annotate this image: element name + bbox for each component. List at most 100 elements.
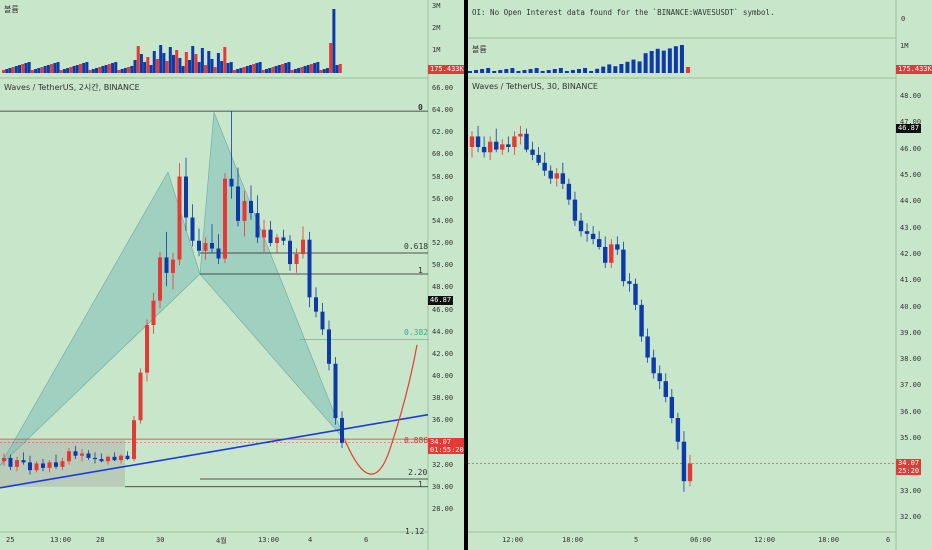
price-tick-label: 46.00 xyxy=(900,144,922,153)
volume-bar xyxy=(14,66,18,73)
right-chart-pane[interactable]: OI: No Open Interest data found for the … xyxy=(468,0,932,550)
right-volume-badge: 175.433K xyxy=(896,65,932,74)
volume-bar xyxy=(204,65,208,73)
volume-bar xyxy=(271,67,275,73)
pane-divider[interactable] xyxy=(464,0,468,550)
candle-body xyxy=(578,220,584,232)
candle-body xyxy=(132,420,136,460)
volume-bar xyxy=(248,65,252,73)
left-chart-title: Waves / TetherUS, 2시간, BINANCE xyxy=(4,83,140,92)
candle-body xyxy=(572,199,578,221)
candle-body xyxy=(190,217,195,241)
volume-bar xyxy=(165,61,169,73)
candle-body xyxy=(145,324,149,373)
volume-bar xyxy=(252,64,256,73)
volume-bar xyxy=(34,69,38,73)
volume-bar xyxy=(72,66,76,73)
candle-body xyxy=(93,457,97,460)
volume-bar xyxy=(637,61,642,73)
price-tick-label: 44.00 xyxy=(432,327,454,336)
candle-body xyxy=(125,455,130,460)
volume-bar xyxy=(236,69,240,73)
right-chart-svg[interactable] xyxy=(468,0,932,550)
time-tick-label: 12:00 xyxy=(502,536,524,544)
volume-bar xyxy=(322,69,326,73)
volume-bar xyxy=(159,45,163,73)
volume-bar xyxy=(120,69,124,73)
candle-body xyxy=(21,460,26,463)
price-tick-label: 56.00 xyxy=(432,194,454,203)
candle-body xyxy=(530,149,535,155)
projection-curve xyxy=(344,344,418,475)
candle-body xyxy=(554,173,559,179)
price-tick-label: 38.00 xyxy=(900,355,922,364)
volume-bar xyxy=(216,53,220,73)
volume-bar xyxy=(24,63,28,73)
price-tick-label: 33.00 xyxy=(900,486,922,495)
candle-body xyxy=(2,457,6,462)
candle-body xyxy=(216,248,221,259)
volume-bar xyxy=(40,67,44,73)
volume-bar xyxy=(319,70,323,73)
left-price-badge-current: 46.87 xyxy=(428,296,454,305)
candle-body xyxy=(301,239,305,255)
candle-body xyxy=(54,462,58,467)
candle-body xyxy=(119,455,123,461)
volume-bar xyxy=(673,46,678,73)
volume-bar xyxy=(66,68,70,73)
volume-bar xyxy=(213,67,217,73)
oi-message: OI: No Open Interest data found for the … xyxy=(472,8,775,17)
volume-bar xyxy=(498,70,503,73)
volume-bar xyxy=(95,68,99,73)
volume-bar xyxy=(290,70,294,73)
volume-bar xyxy=(162,53,166,73)
volume-bar xyxy=(274,66,278,73)
volume-bar xyxy=(104,65,108,73)
price-tick-label: 54.00 xyxy=(432,216,454,225)
volume-bar xyxy=(265,69,269,73)
left-price-badge-last-countdown: 01:55:20 xyxy=(430,446,464,454)
volume-bar xyxy=(117,70,121,73)
volume-bar xyxy=(139,54,143,73)
right-price-badge-current: 46.87 xyxy=(896,124,922,133)
fib-label-1: 1 xyxy=(418,266,423,275)
candle-body xyxy=(203,242,208,251)
time-tick-label: 13:00 xyxy=(50,536,72,544)
volume-bar xyxy=(486,68,491,73)
price-tick-label: 38.00 xyxy=(432,394,454,403)
left-price-badge-last-value: 34.07 xyxy=(430,438,452,446)
volume-bar xyxy=(27,62,31,73)
left-volume-axis-1m: 1M xyxy=(432,46,441,54)
candle-body xyxy=(518,133,523,137)
volume-bar xyxy=(2,70,5,73)
price-tick-label: 40.00 xyxy=(432,372,454,381)
left-chart-svg[interactable] xyxy=(0,0,464,550)
price-tick-label: 46.00 xyxy=(432,305,454,314)
candle-body xyxy=(603,246,608,263)
candle-body xyxy=(177,176,182,260)
volume-bar xyxy=(277,65,281,73)
price-tick-label: 50.00 xyxy=(432,261,454,270)
candle-body xyxy=(99,459,104,462)
price-tick-label: 32.00 xyxy=(900,513,922,521)
price-tick-label: 62.00 xyxy=(432,128,454,137)
fib-label-0: 0 xyxy=(418,103,423,112)
volume-bar xyxy=(552,69,557,73)
left-volume-axis-2m: 2M xyxy=(432,24,441,32)
volume-bar xyxy=(613,66,618,73)
volume-bar xyxy=(75,65,79,73)
price-tick-label: 44.00 xyxy=(900,197,922,206)
volume-bar xyxy=(309,64,313,73)
volume-bar xyxy=(188,60,192,73)
candle-body xyxy=(28,462,32,471)
time-tick-label: 5 xyxy=(634,536,639,544)
candle-body xyxy=(536,154,541,163)
left-chart-pane[interactable]: 볼륨 3M 2M 1M 175.433K Waves / TetherUS, 2… xyxy=(0,0,466,550)
price-tick-label: 41.00 xyxy=(900,276,922,285)
volume-bar xyxy=(564,71,569,73)
candle-body xyxy=(307,239,312,298)
fib-label-0382: 0.382 xyxy=(404,328,429,337)
price-tick-label: 43.00 xyxy=(900,223,922,232)
price-tick-label: 42.00 xyxy=(432,349,454,358)
volume-bar xyxy=(155,59,159,73)
